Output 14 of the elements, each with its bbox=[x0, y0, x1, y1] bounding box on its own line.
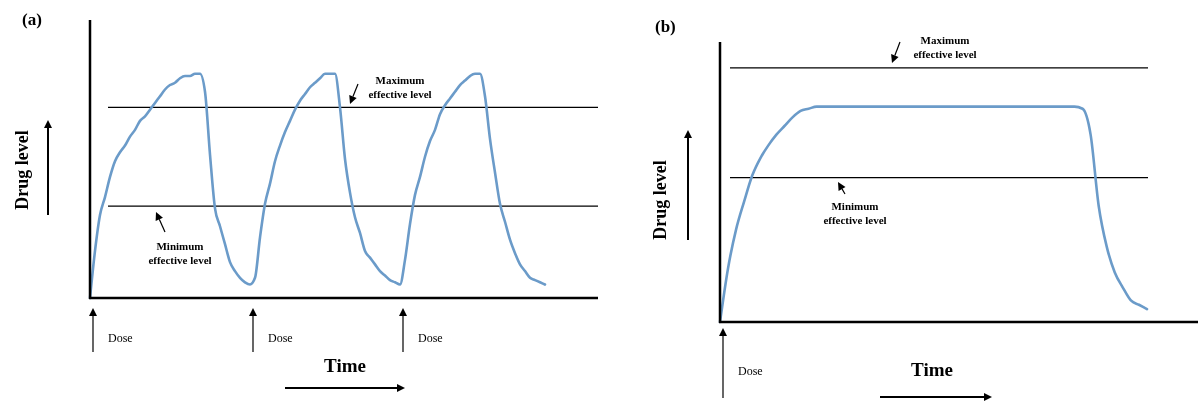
chart-title: (a) bbox=[22, 10, 42, 29]
y-axis-title: Drug level bbox=[12, 130, 32, 210]
ref-line-label: Maximum effective level bbox=[368, 74, 432, 100]
y-axis-title: Drug level bbox=[650, 160, 670, 240]
text: Dose bbox=[268, 331, 293, 345]
x-axis-title: Time bbox=[911, 359, 953, 380]
x-axis-title: Time bbox=[324, 355, 366, 376]
ref-line-label: Maximum effective level bbox=[913, 34, 977, 60]
legend-label: Minimum effective level bbox=[148, 240, 212, 266]
text: Dose bbox=[108, 331, 133, 345]
text: Dose bbox=[738, 364, 763, 378]
chart-title: (b) bbox=[655, 17, 676, 36]
legend-label: Minimum effective level bbox=[823, 200, 887, 226]
text: Dose bbox=[418, 331, 443, 345]
